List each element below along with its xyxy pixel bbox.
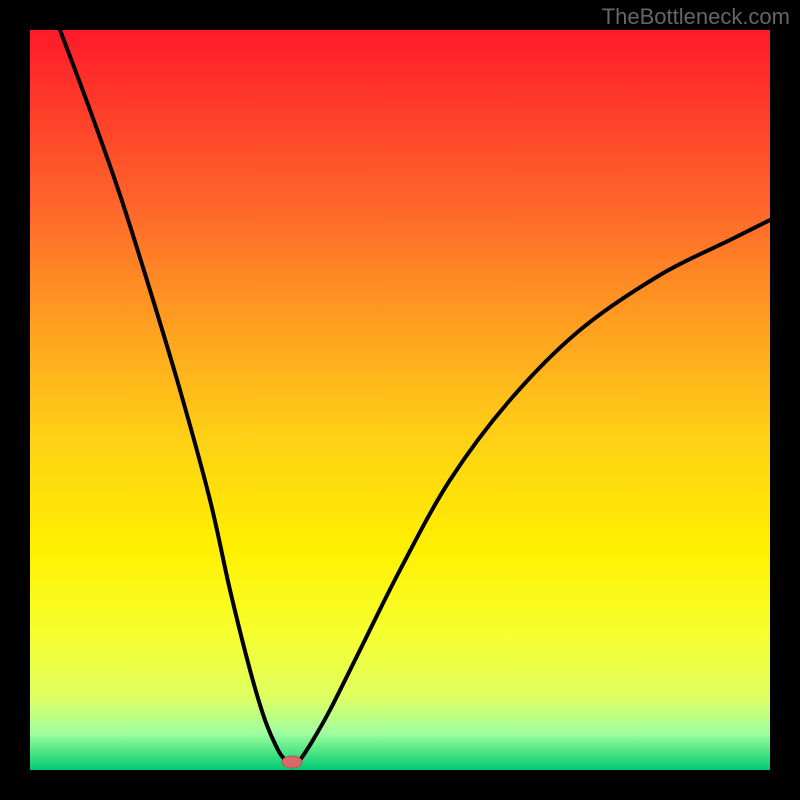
chart-container: TheBottleneck.com	[0, 0, 800, 800]
plot-area	[30, 30, 770, 770]
curve-svg	[30, 30, 770, 770]
curve-right-branch	[300, 220, 770, 760]
minimum-marker	[282, 756, 302, 768]
watermark-text: TheBottleneck.com	[602, 4, 790, 30]
curve-left-branch	[60, 30, 285, 760]
